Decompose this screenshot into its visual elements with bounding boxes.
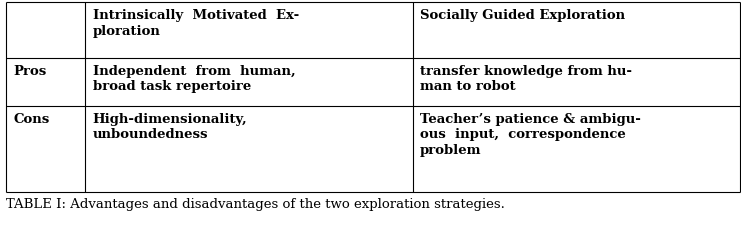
Text: Independent  from  human,
broad task repertoire: Independent from human, broad task reper… (93, 65, 295, 93)
Text: Teacher’s patience & ambigu-
ous  input,  correspondence
problem: Teacher’s patience & ambigu- ous input, … (420, 112, 641, 156)
Text: TABLE I: Advantages and disadvantages of the two exploration strategies.: TABLE I: Advantages and disadvantages of… (6, 197, 505, 210)
Text: Pros: Pros (13, 65, 47, 78)
Text: High-dimensionality,
unboundedness: High-dimensionality, unboundedness (93, 112, 247, 141)
Text: Socially Guided Exploration: Socially Guided Exploration (420, 9, 625, 22)
Text: Cons: Cons (13, 112, 50, 125)
Text: Intrinsically  Motivated  Ex-
ploration: Intrinsically Motivated Ex- ploration (93, 9, 299, 37)
Text: transfer knowledge from hu-
man to robot: transfer knowledge from hu- man to robot (420, 65, 632, 93)
